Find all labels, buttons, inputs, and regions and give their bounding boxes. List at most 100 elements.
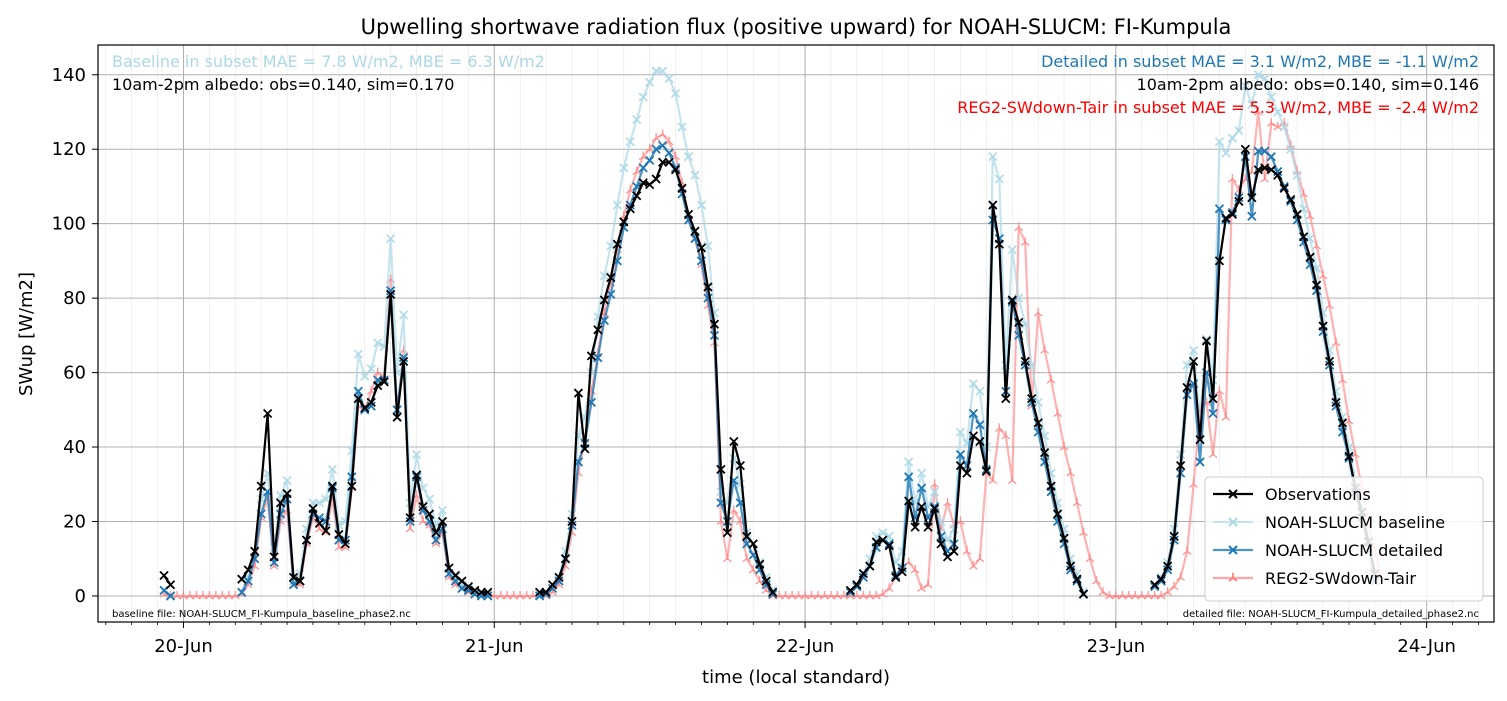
data-point-observations bbox=[1020, 356, 1030, 367]
x-tick-label: 21-Jun bbox=[465, 636, 524, 657]
data-point-detailed bbox=[664, 148, 674, 158]
y-tick-label: 140 bbox=[52, 65, 86, 86]
data-point-baseline bbox=[606, 241, 616, 251]
data-point-reg2 bbox=[638, 151, 648, 161]
data-point-observations bbox=[690, 226, 700, 236]
data-point-reg2 bbox=[1189, 479, 1198, 488]
data-point-observations bbox=[1286, 194, 1296, 205]
data-point-observations bbox=[353, 394, 363, 404]
data-point-observations bbox=[1247, 192, 1257, 203]
data-point-baseline bbox=[968, 379, 979, 389]
data-point-observations bbox=[761, 576, 771, 586]
data-point-reg2 bbox=[1098, 587, 1108, 596]
data-point-reg2 bbox=[664, 136, 674, 146]
data-point-observations bbox=[1208, 394, 1218, 404]
data-point-reg2 bbox=[1066, 468, 1075, 477]
data-point-observations bbox=[1279, 183, 1289, 193]
data-point-observations bbox=[677, 183, 687, 193]
data-point-baseline bbox=[690, 170, 700, 180]
y-tick-label: 120 bbox=[52, 139, 86, 160]
data-point-detailed bbox=[1214, 204, 1225, 214]
data-point-baseline bbox=[1201, 334, 1212, 344]
data-point-reg2 bbox=[1001, 430, 1011, 440]
data-point-baseline bbox=[424, 494, 435, 504]
data-point-detailed bbox=[1195, 457, 1205, 467]
y-tick-label: 40 bbox=[63, 437, 86, 458]
data-point-reg2 bbox=[975, 553, 985, 563]
data-point-reg2 bbox=[1215, 386, 1224, 395]
data-point-detailed bbox=[768, 589, 778, 599]
plot-frame bbox=[97, 44, 1495, 623]
data-point-baseline bbox=[1234, 125, 1244, 136]
data-point-detailed bbox=[599, 315, 609, 326]
data-point-baseline bbox=[1292, 170, 1302, 180]
data-point-reg2 bbox=[1079, 527, 1088, 537]
data-point-observations bbox=[929, 503, 940, 514]
data-point-reg2 bbox=[1156, 590, 1166, 600]
data-point-observations bbox=[340, 539, 350, 549]
plot-area bbox=[97, 44, 1495, 623]
data-point-reg2 bbox=[923, 579, 933, 589]
data-point-observations bbox=[165, 580, 176, 590]
series-observations bbox=[159, 144, 1380, 599]
data-point-observations bbox=[1188, 356, 1199, 367]
data-point-baseline bbox=[1260, 73, 1270, 84]
data-point-observations bbox=[884, 541, 894, 551]
data-point-observations bbox=[625, 204, 635, 214]
data-point-observations bbox=[593, 325, 603, 335]
data-point-detailed bbox=[1156, 576, 1166, 586]
data-point-detailed bbox=[968, 408, 979, 419]
data-point-observations bbox=[243, 565, 253, 575]
data-point-baseline bbox=[1273, 107, 1283, 117]
data-lines bbox=[159, 66, 1386, 601]
data-point-reg2 bbox=[1014, 222, 1024, 231]
data-point-baseline bbox=[1253, 70, 1263, 80]
data-point-observations bbox=[373, 380, 383, 391]
data-point-detailed bbox=[165, 591, 176, 601]
data-point-observations bbox=[1201, 336, 1212, 346]
data-point-observations bbox=[638, 178, 648, 188]
data-point-detailed bbox=[852, 581, 862, 592]
data-point-baseline bbox=[904, 457, 914, 467]
data-point-observations bbox=[308, 503, 318, 514]
data-point-observations bbox=[1253, 165, 1263, 175]
data-point-reg2 bbox=[1163, 587, 1173, 596]
data-point-observations bbox=[994, 239, 1004, 249]
data-point-observations bbox=[1040, 447, 1050, 458]
data-point-reg2 bbox=[1169, 581, 1179, 591]
data-point-observations bbox=[955, 461, 966, 471]
data-point-observations bbox=[865, 561, 875, 571]
data-point-observations bbox=[379, 377, 389, 387]
x-axis-label: time (local standard) bbox=[702, 667, 890, 688]
data-point-observations bbox=[321, 526, 331, 536]
data-point-observations bbox=[949, 546, 959, 556]
x-tick-label: 20-Jun bbox=[154, 636, 213, 657]
data-point-baseline bbox=[321, 494, 331, 504]
data-point-reg2 bbox=[943, 497, 952, 507]
data-point-observations bbox=[1305, 252, 1315, 262]
data-point-baseline bbox=[670, 88, 681, 99]
data-point-observations bbox=[670, 165, 681, 175]
data-point-baseline bbox=[353, 349, 363, 359]
data-point-reg2 bbox=[884, 583, 894, 593]
legend-marker-observations bbox=[1228, 489, 1238, 499]
data-point-observations bbox=[632, 191, 642, 201]
y-tick-label: 60 bbox=[63, 363, 86, 384]
data-point-reg2 bbox=[962, 546, 972, 555]
data-point-baseline bbox=[625, 137, 635, 147]
data-point-reg2 bbox=[878, 589, 888, 598]
data-point-reg2 bbox=[373, 367, 383, 377]
data-point-observations bbox=[1344, 451, 1354, 461]
data-point-detailed bbox=[638, 163, 648, 173]
data-point-observations bbox=[988, 200, 998, 210]
data-point-baseline bbox=[1014, 293, 1024, 303]
data-point-baseline bbox=[327, 464, 338, 475]
legend-label-reg2: REG2-SWdown-Tair bbox=[1265, 569, 1416, 588]
data-point-observations bbox=[250, 546, 260, 556]
data-point-observations bbox=[1027, 394, 1037, 404]
x-axis: 20-Jun 21-Jun 22-Jun 23-Jun 24-Jun bbox=[105, 622, 1479, 657]
data-point-observations bbox=[1331, 397, 1341, 408]
data-point-observations bbox=[871, 537, 881, 547]
data-point-observations bbox=[1175, 461, 1186, 471]
data-point-reg2 bbox=[1221, 412, 1231, 421]
